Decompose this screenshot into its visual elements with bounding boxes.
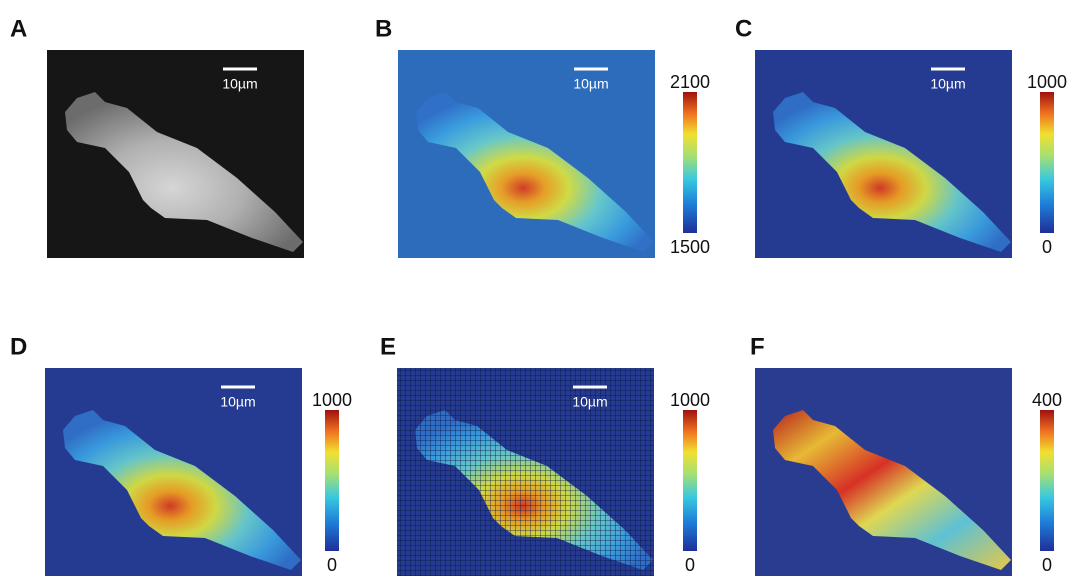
colorbar-min: 1500 [670,237,710,257]
colorbar-min: 0 [1042,555,1052,575]
scale-bar-label: 10µm [573,76,608,92]
scale-bar-label: 10µm [220,394,255,410]
colorbar-max: 1000 [670,390,710,410]
panel-label: C [735,15,752,42]
figure: A 10µm B 10µm 2100 1500 C 10µm 1000 0 D 10µm 1000 0 E 1… [0,0,1088,577]
panel-label: A [10,15,27,42]
scale-bar-label: 10µm [572,394,607,410]
panel-label: F [750,333,765,360]
colorbar [325,410,339,551]
scale-bar-label: 10µm [222,76,257,92]
colorbar [683,410,697,551]
panel-label: B [375,15,392,42]
colorbar [683,92,697,233]
colorbar [1040,92,1054,233]
colorbar-max: 1000 [312,390,352,410]
grid-overlay [397,368,654,576]
colorbar-max: 2100 [670,72,710,92]
colorbar [1040,410,1054,551]
colorbar-max: 400 [1032,390,1062,410]
colorbar-min: 0 [685,555,695,575]
panel-label: D [10,333,27,360]
scale-bar-label: 10µm [930,76,965,92]
colorbar-min: 0 [327,555,337,575]
colorbar-max: 1000 [1027,72,1067,92]
panel-label: E [380,333,396,360]
colorbar-min: 0 [1042,237,1052,257]
